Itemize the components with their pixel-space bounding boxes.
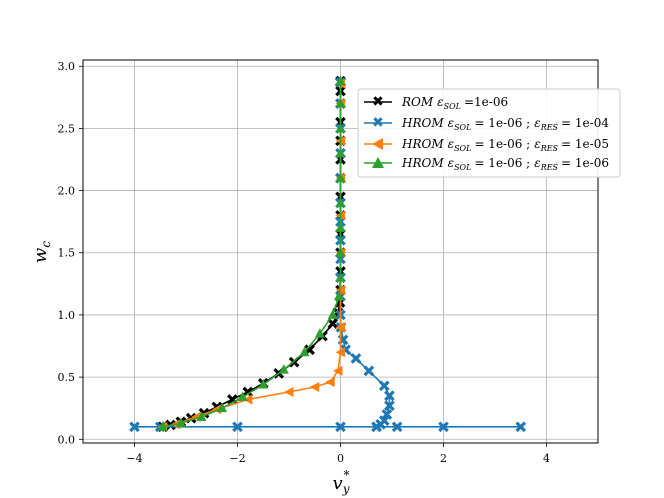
series-marker: [350, 353, 362, 364]
series-marker: [378, 380, 390, 392]
series-marker: [314, 328, 325, 338]
x-tick-label: −2: [229, 452, 245, 465]
series-marker: [384, 390, 395, 402]
series-marker: [332, 365, 343, 376]
series-marker: [278, 364, 289, 374]
series-marker: [333, 290, 344, 301]
series-marker: [438, 421, 449, 433]
legend-label-hrom-1e-04: HROM εSOL = 1e-06 ; εRES = 1e-04: [401, 116, 609, 132]
series-line: [162, 81, 342, 428]
series-marker: [258, 379, 269, 389]
legend-entry-hrom-1e-06: HROM εSOL = 1e-06 ; εRES = 1e-06: [364, 156, 609, 172]
series-marker: [335, 75, 346, 86]
series-marker: [391, 421, 403, 433]
x-tick-label: 0: [337, 452, 344, 465]
series-3: [157, 75, 346, 431]
series-line: [162, 81, 342, 428]
series-marker: [378, 415, 390, 426]
svg-text:✖: ✖: [372, 115, 384, 131]
series-marker: [381, 409, 393, 420]
x-tick-label: −4: [126, 452, 142, 465]
series-marker: [335, 122, 346, 133]
series-marker: [335, 172, 346, 183]
legend-box: [357, 88, 621, 178]
series-marker: [227, 394, 238, 405]
series-marker: [129, 421, 140, 433]
series-marker: [327, 309, 338, 319]
legend-entry-rom: ✖ ROM εSOL =1e-06: [364, 94, 508, 111]
series-marker: [327, 318, 339, 329]
y-tick-label: 1.5: [58, 247, 76, 260]
svg-text:✖: ✖: [372, 94, 384, 110]
y-tick-label: 2.0: [58, 185, 76, 198]
legend: ✖ ROM εSOL =1e-06 ✖ HROM εSOL = 1e-06 ; εRES =…: [357, 88, 621, 178]
series-marker: [175, 417, 186, 428]
x-tick-label: 2: [440, 452, 447, 465]
y-tick-label: 0.0: [58, 433, 76, 446]
series-marker: [335, 222, 346, 232]
x-axis-label: vy*: [333, 468, 350, 496]
series-marker: [515, 421, 527, 433]
series-marker: [217, 402, 228, 413]
series-marker: [363, 365, 375, 377]
x-tick-label: 4: [543, 452, 550, 465]
legend-label-rom: ROM εSOL =1e-06: [401, 95, 508, 111]
series-marker: [335, 98, 346, 108]
series-marker: [284, 387, 294, 398]
series-marker: [309, 382, 320, 393]
series-marker: [196, 411, 207, 421]
series-marker: [157, 421, 168, 431]
y-tick-label: 2.5: [58, 122, 76, 135]
series-marker: [335, 272, 346, 282]
legend-label-hrom-1e-05: HROM εSOL = 1e-06 ; εRES = 1e-05: [401, 137, 609, 153]
series-marker: [335, 322, 345, 333]
series-line: [162, 83, 342, 428]
legend-label-hrom-1e-06: HROM εSOL = 1e-06 ; εRES = 1e-06: [401, 156, 609, 172]
series-marker: [242, 394, 253, 405]
series-marker: [335, 147, 346, 158]
y-axis-label: wc: [30, 241, 53, 263]
series-2: [157, 78, 345, 432]
series-marker: [335, 197, 346, 208]
series-marker: [325, 377, 335, 388]
y-tick-label: 1.0: [58, 309, 76, 322]
legend-entry-hrom-1e-04: ✖ HROM εSOL = 1e-06 ; εRES = 1e-04: [364, 115, 609, 132]
series-marker: [335, 347, 345, 358]
series-marker: [335, 421, 346, 433]
legend-entry-hrom-1e-05: HROM εSOL = 1e-06 ; εRES = 1e-05: [364, 137, 609, 153]
series-0: [157, 75, 346, 433]
series-marker: [299, 346, 310, 357]
y-tick-label: 3.0: [58, 60, 76, 73]
series-marker: [384, 400, 395, 412]
series-marker: [232, 421, 243, 433]
ticks: −4 −2 0 2 4 0.0 0.5 1.0 1.5 2.0 2.5 3.0: [58, 60, 551, 465]
series-layer: [129, 75, 527, 433]
y-tick-label: 0.5: [58, 371, 76, 384]
series-marker: [335, 247, 346, 257]
series-marker: [237, 391, 248, 401]
